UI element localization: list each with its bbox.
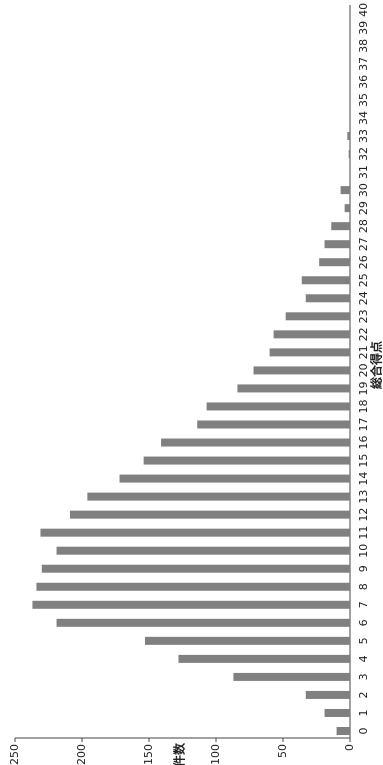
x-axis-title: 総合得点 xyxy=(369,341,383,389)
bar xyxy=(301,276,351,285)
x-tick-label: 34 xyxy=(357,111,370,125)
bar xyxy=(40,528,351,537)
bar xyxy=(340,186,350,195)
bar xyxy=(273,330,350,339)
x-tick-label: 12 xyxy=(357,508,370,522)
x-tick-label: 36 xyxy=(357,75,370,89)
x-tick-label: 40 xyxy=(357,3,370,17)
bar xyxy=(324,708,351,717)
x-tick-label: 17 xyxy=(357,417,370,431)
y-tick-label: 50 xyxy=(276,744,289,758)
y-tick-label: 100 xyxy=(209,744,222,765)
bar xyxy=(206,402,350,411)
y-axis-title: 件数 xyxy=(172,742,187,765)
bar xyxy=(331,222,350,231)
bar xyxy=(143,456,350,465)
bar xyxy=(347,132,351,141)
x-tick-label: 6 xyxy=(357,619,370,626)
bar xyxy=(144,636,350,645)
bar xyxy=(324,240,351,249)
x-tick-label: 25 xyxy=(357,273,370,287)
x-tick-label: 23 xyxy=(357,309,370,323)
x-tick-label: 9 xyxy=(357,565,370,572)
y-tick-label: 250 xyxy=(8,744,21,765)
bar xyxy=(336,727,351,735)
bar xyxy=(305,294,350,303)
bar xyxy=(319,258,350,267)
bar xyxy=(41,564,351,573)
y-tick-label: 0 xyxy=(343,744,356,751)
x-tick-label: 39 xyxy=(357,21,370,35)
x-tick-label: 1 xyxy=(357,709,370,716)
x-tick-label: 11 xyxy=(357,526,370,540)
x-tick-label: 24 xyxy=(357,291,370,305)
x-tick-label: 19 xyxy=(357,381,370,395)
x-tick-label: 2 xyxy=(357,691,370,698)
x-tick-label: 28 xyxy=(357,219,370,233)
x-tick-label: 26 xyxy=(357,255,370,269)
x-tick-label: 30 xyxy=(357,183,370,197)
bar xyxy=(233,672,350,681)
x-tick-label: 21 xyxy=(357,345,370,359)
bar xyxy=(56,546,350,555)
x-tick-label: 5 xyxy=(357,637,370,644)
x-tick-label: 7 xyxy=(357,601,370,608)
y-tick-label: 200 xyxy=(75,744,88,765)
bar xyxy=(178,654,350,663)
x-tick-label: 22 xyxy=(357,327,370,341)
y-tick-label: 150 xyxy=(142,744,155,765)
bar xyxy=(69,510,350,519)
x-tick-label: 32 xyxy=(357,147,370,161)
bar xyxy=(36,582,350,591)
bar xyxy=(56,618,350,627)
bar xyxy=(87,492,351,501)
x-tick-label: 4 xyxy=(357,655,370,662)
x-tick-label: 20 xyxy=(357,363,370,377)
bar xyxy=(253,366,351,375)
x-tick-label: 0 xyxy=(357,728,370,735)
bar xyxy=(119,474,350,483)
x-tick-label: 14 xyxy=(357,472,370,486)
bar xyxy=(269,348,351,357)
x-tick-label: 31 xyxy=(357,165,370,179)
x-tick-label: 8 xyxy=(357,583,370,590)
rotated-plot: 件数 総合得点 05010015020025001234567891011121… xyxy=(8,3,383,765)
x-tick-label: 10 xyxy=(357,544,370,558)
x-tick-label: 18 xyxy=(357,399,370,413)
x-tick-label: 13 xyxy=(357,490,370,504)
x-tick-label: 33 xyxy=(357,129,370,143)
x-tick-label: 38 xyxy=(357,39,370,53)
bar xyxy=(32,600,350,609)
x-tick-label: 29 xyxy=(357,201,370,215)
bar xyxy=(344,204,351,213)
x-tick-label: 27 xyxy=(357,237,370,251)
x-tick-label: 35 xyxy=(357,93,370,107)
bar xyxy=(285,312,350,321)
bar xyxy=(237,384,350,393)
x-tick-label: 3 xyxy=(357,673,370,680)
x-tick-label: 16 xyxy=(357,436,370,450)
bar xyxy=(197,420,350,429)
x-tick-label: 37 xyxy=(357,57,370,71)
x-tick-label: 15 xyxy=(357,454,370,468)
bar xyxy=(305,690,350,699)
bar xyxy=(348,150,351,159)
bar xyxy=(161,438,350,447)
